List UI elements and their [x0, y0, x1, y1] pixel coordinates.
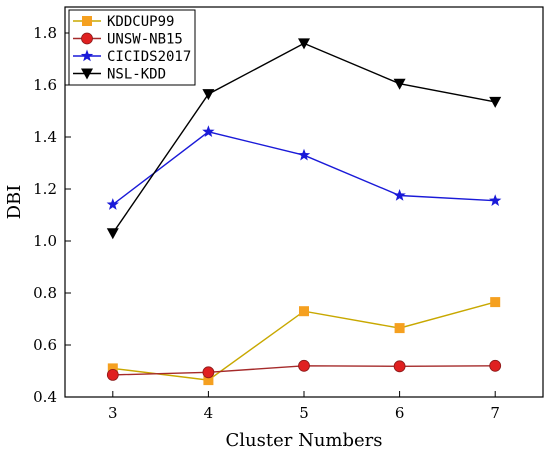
series-nsl-kdd [106, 38, 502, 240]
data-point [394, 323, 405, 334]
legend-marker [81, 32, 93, 45]
x-axis-title: Cluster Numbers [226, 430, 383, 451]
data-point [202, 89, 215, 101]
series-kddcup99 [107, 297, 501, 386]
axis-ticks: 3 4 5 6 7 0.4 0.6 0.8 1.0 1.2 1.4 1.6 1.8 [33, 24, 500, 422]
series-layer [106, 38, 502, 386]
data-point [299, 306, 309, 317]
x-tick-label: 7 [490, 404, 500, 422]
series-cicids2017 [106, 125, 502, 210]
x-tick-label: 4 [204, 404, 214, 422]
data-point [489, 359, 502, 372]
data-point [489, 194, 502, 206]
data-point [297, 148, 311, 161]
legend-label: CICIDS2017 [107, 49, 191, 65]
legend-marker [82, 16, 92, 26]
x-tick-label: 6 [395, 404, 405, 422]
legend-label: NSL-KDD [107, 67, 166, 83]
y-tick-label: 0.6 [33, 336, 57, 354]
data-point [298, 359, 310, 372]
x-tick-label: 3 [108, 404, 118, 422]
data-point [393, 189, 406, 201]
legend-entry: UNSW-NB15 [73, 32, 183, 48]
data-point [106, 198, 119, 210]
series-unsw-nb15 [106, 359, 502, 381]
data-point [203, 375, 214, 386]
y-tick-label: 0.8 [33, 284, 57, 302]
legend-marker [80, 49, 94, 62]
y-tick-label: 1.0 [33, 232, 57, 250]
data-point [107, 363, 118, 374]
y-tick-label: 0.4 [33, 388, 57, 406]
legend-entry: CICIDS2017 [73, 49, 191, 65]
y-tick-label: 1.6 [33, 76, 57, 94]
data-point [106, 228, 119, 240]
data-point [202, 366, 215, 379]
data-point [489, 96, 502, 108]
data-point [202, 125, 215, 138]
y-tick-label: 1.8 [33, 24, 57, 42]
legend-entry: NSL-KDD [73, 67, 166, 83]
legend-marker [81, 68, 93, 80]
legend-entry: KDDCUP99 [73, 14, 174, 30]
y-axis-title: DBI [4, 185, 25, 220]
y-tick-label: 1.2 [33, 180, 57, 198]
y-tick-label: 1.4 [33, 128, 57, 146]
data-point [393, 360, 406, 373]
data-point [490, 297, 501, 308]
data-point [393, 78, 406, 90]
legend-label: KDDCUP99 [107, 14, 174, 30]
series-line [112, 131, 496, 206]
x-tick-label: 5 [299, 404, 309, 422]
data-point [298, 38, 310, 50]
data-point [106, 368, 119, 381]
legend-label: UNSW-NB15 [107, 32, 183, 48]
